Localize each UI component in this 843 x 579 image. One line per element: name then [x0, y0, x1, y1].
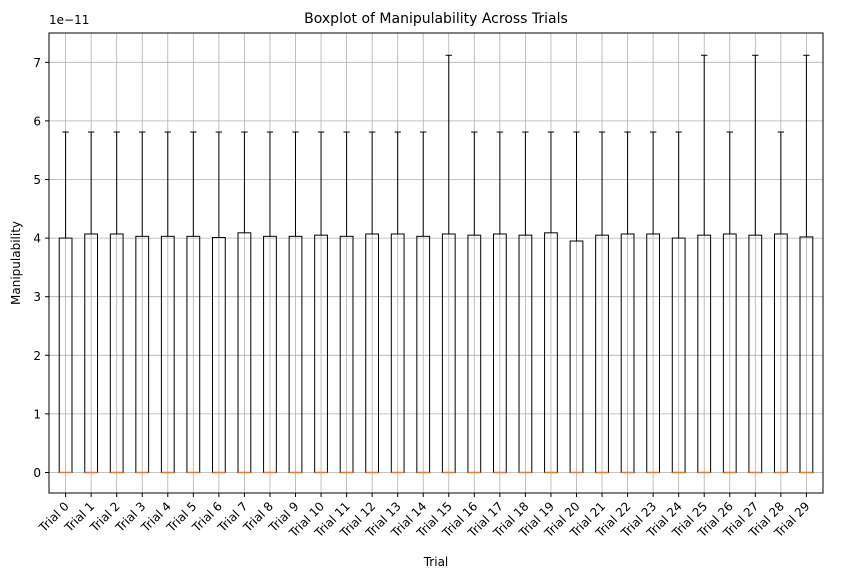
box-item: [492, 131, 507, 474]
y-tick-label: 0: [33, 466, 41, 480]
y-tick-label: 6: [33, 114, 41, 128]
box-item: [518, 131, 533, 474]
plot-frame: [48, 32, 824, 494]
box-item: [390, 131, 405, 474]
box-item: [186, 131, 201, 474]
box-item: [263, 131, 277, 474]
y-tick-label: 1: [33, 407, 41, 421]
box-item: [467, 131, 482, 474]
box-item: [646, 131, 661, 474]
box-item: [339, 131, 354, 474]
y-scale-offset-label: 1e−11: [49, 13, 89, 27]
box-item: [211, 131, 226, 474]
box-item: [109, 131, 124, 474]
box-item: [314, 131, 328, 474]
box-item: [671, 131, 686, 474]
box-item: [544, 131, 558, 474]
box-item: [237, 131, 252, 474]
y-tick-label: 4: [33, 232, 41, 246]
box-item: [595, 131, 609, 474]
y-tick-label: 5: [33, 173, 41, 187]
boxes: [58, 54, 814, 474]
box-item: [569, 131, 584, 474]
box-item: [799, 54, 814, 474]
box-item: [84, 131, 99, 474]
box-item: [620, 131, 635, 474]
box-item: [135, 131, 150, 474]
box-item: [288, 131, 303, 474]
y-axis-label: Manipulability: [9, 221, 23, 305]
y-tick-label: 2: [33, 349, 41, 363]
y-tick-label: 7: [33, 56, 41, 70]
box-item: [365, 131, 380, 474]
box-item: [748, 54, 763, 474]
chart-title: Boxplot of Manipulability Across Trials: [304, 11, 568, 27]
box-item: [441, 54, 456, 474]
grid-lines: [49, 33, 823, 493]
x-axis-label: Trial: [423, 555, 449, 569]
y-ticks: 0 1 2 3 4 5 6 7: [33, 56, 49, 480]
y-tick-label: 3: [33, 290, 41, 304]
box-item: [722, 131, 737, 474]
box-item: [160, 131, 175, 474]
box-item: [58, 131, 73, 474]
box-item: [773, 131, 788, 474]
box-item: [697, 54, 712, 474]
box-item: [416, 131, 431, 474]
